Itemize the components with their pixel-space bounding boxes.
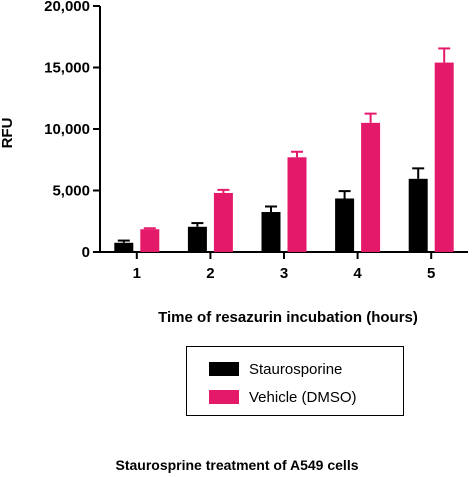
y-tick-label: 0 bbox=[82, 244, 90, 261]
x-tick-label: 4 bbox=[353, 265, 362, 282]
x-tick-label: 1 bbox=[133, 265, 141, 282]
bar bbox=[361, 122, 381, 252]
legend-item-vehicle: Vehicle (DMSO) bbox=[209, 387, 357, 407]
legend-label-staurosporine: Staurosporine bbox=[249, 360, 343, 378]
y-tick-label: 15,000 bbox=[44, 60, 90, 77]
bar bbox=[187, 226, 207, 252]
legend-item-staurosporine: Staurosporine bbox=[209, 359, 342, 379]
legend: Staurosporine Vehicle (DMSO) bbox=[186, 346, 404, 416]
figure-caption: Staurosprine treatment of A549 cells bbox=[115, 457, 359, 473]
y-tick-label: 10,000 bbox=[44, 121, 90, 138]
y-axis: 0 5,000 10,000 15,000 20,000 bbox=[44, 0, 101, 261]
bar-chart: 0 5,000 10,000 15,000 20,000 1 2 3 4 5 RFU Time … bbox=[0, 0, 468, 326]
x-tick-label: 3 bbox=[280, 265, 288, 282]
y-axis-title: RFU bbox=[0, 118, 16, 149]
bar bbox=[408, 178, 428, 252]
bar bbox=[261, 212, 281, 252]
y-tick-label: 20,000 bbox=[44, 0, 90, 15]
y-tick-label: 5,000 bbox=[52, 183, 90, 200]
x-axis: 1 2 3 4 5 bbox=[100, 251, 468, 282]
bar bbox=[140, 229, 160, 252]
legend-swatch-vehicle bbox=[209, 390, 239, 404]
x-tick-label: 5 bbox=[427, 265, 435, 282]
bar bbox=[114, 242, 134, 252]
bar bbox=[434, 62, 454, 252]
bar bbox=[287, 157, 307, 252]
bar-series bbox=[114, 47, 454, 252]
legend-label-vehicle: Vehicle (DMSO) bbox=[249, 388, 357, 406]
bar bbox=[213, 192, 233, 252]
legend-swatch-staurosporine bbox=[209, 362, 239, 376]
bar bbox=[335, 198, 355, 252]
x-axis-title: Time of resazurin incubation (hours) bbox=[158, 309, 418, 326]
x-tick-label: 2 bbox=[206, 265, 214, 282]
